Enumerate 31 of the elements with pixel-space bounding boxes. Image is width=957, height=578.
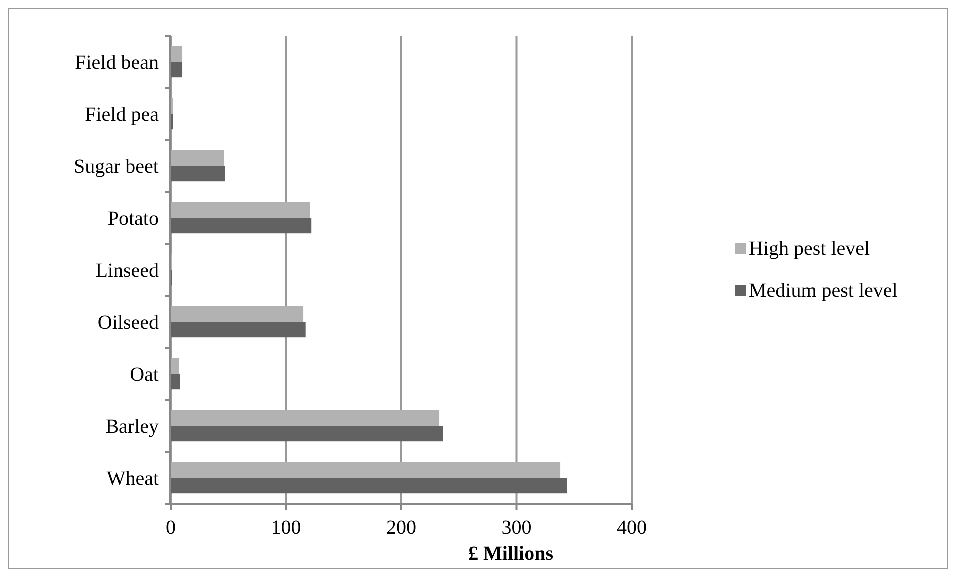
legend-label: Medium pest level [749,280,898,302]
bar [171,166,226,182]
x-axis-title: £ Millions [468,543,554,565]
bar [171,150,224,166]
bar [171,410,440,426]
bar [171,202,310,218]
x-tick-label: 300 [502,517,532,539]
legend-label: High pest level [749,238,871,260]
bar [171,374,180,390]
y-tick-label: Oilseed [98,312,159,334]
bar [171,426,443,442]
bar [171,306,304,322]
y-tick-label: Sugar beet [74,156,160,178]
x-tick-label: 0 [166,517,176,539]
x-tick-label: 400 [617,517,647,539]
y-tick-label: Linseed [96,260,159,282]
bar [171,478,568,494]
bar [171,358,180,374]
y-tick-label: Potato [108,208,159,230]
y-tick-label: Wheat [106,468,160,490]
y-tick-label: Oat [130,364,160,386]
bar [171,218,312,234]
x-tick-label: 100 [271,517,302,539]
bar [171,46,183,62]
bar [171,62,183,78]
y-tick-label: Field bean [75,52,159,74]
bar [171,322,306,338]
y-tick-label: Barley [106,416,159,438]
bar [171,462,561,478]
x-tick-label: 200 [386,517,416,539]
y-tick-label: Field pea [85,104,160,126]
